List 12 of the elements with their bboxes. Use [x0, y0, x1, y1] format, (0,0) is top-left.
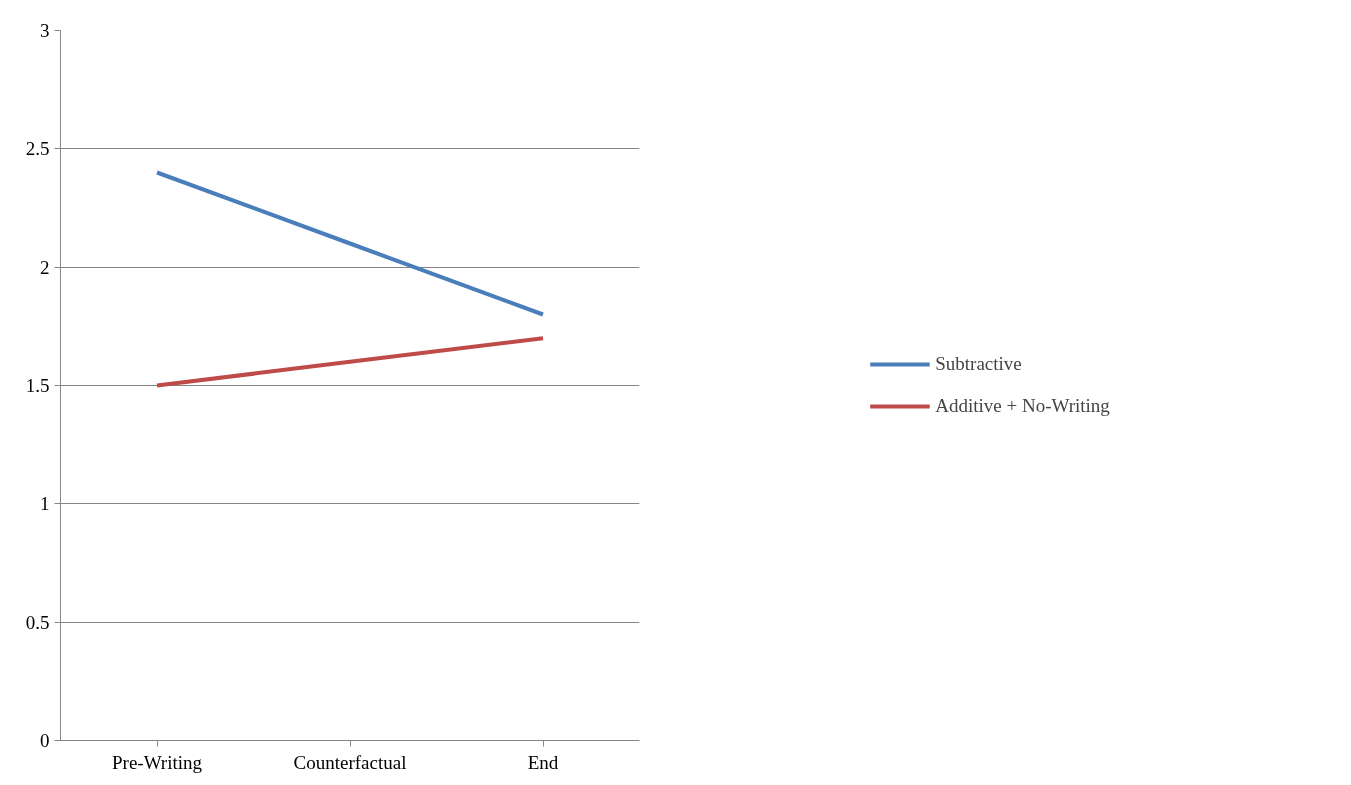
- x-tick-label: Pre-Writing: [112, 751, 203, 773]
- y-tick-label: 3: [40, 20, 50, 41]
- y-tick-label: 2.5: [25, 138, 50, 160]
- y-tick-label: 1.5: [25, 375, 50, 396]
- y-tick-label: 0.5: [25, 611, 50, 633]
- y-tick-label: 2: [40, 256, 50, 278]
- legend-label: Subtractive: [935, 353, 1022, 375]
- y-tick-label: 1: [40, 493, 50, 515]
- legend-label: Additive + No-Writing: [935, 395, 1110, 417]
- x-tick-label: Counterfactual: [293, 751, 407, 773]
- x-tick-label: End: [527, 751, 559, 773]
- y-tick-label: 0: [40, 730, 50, 751]
